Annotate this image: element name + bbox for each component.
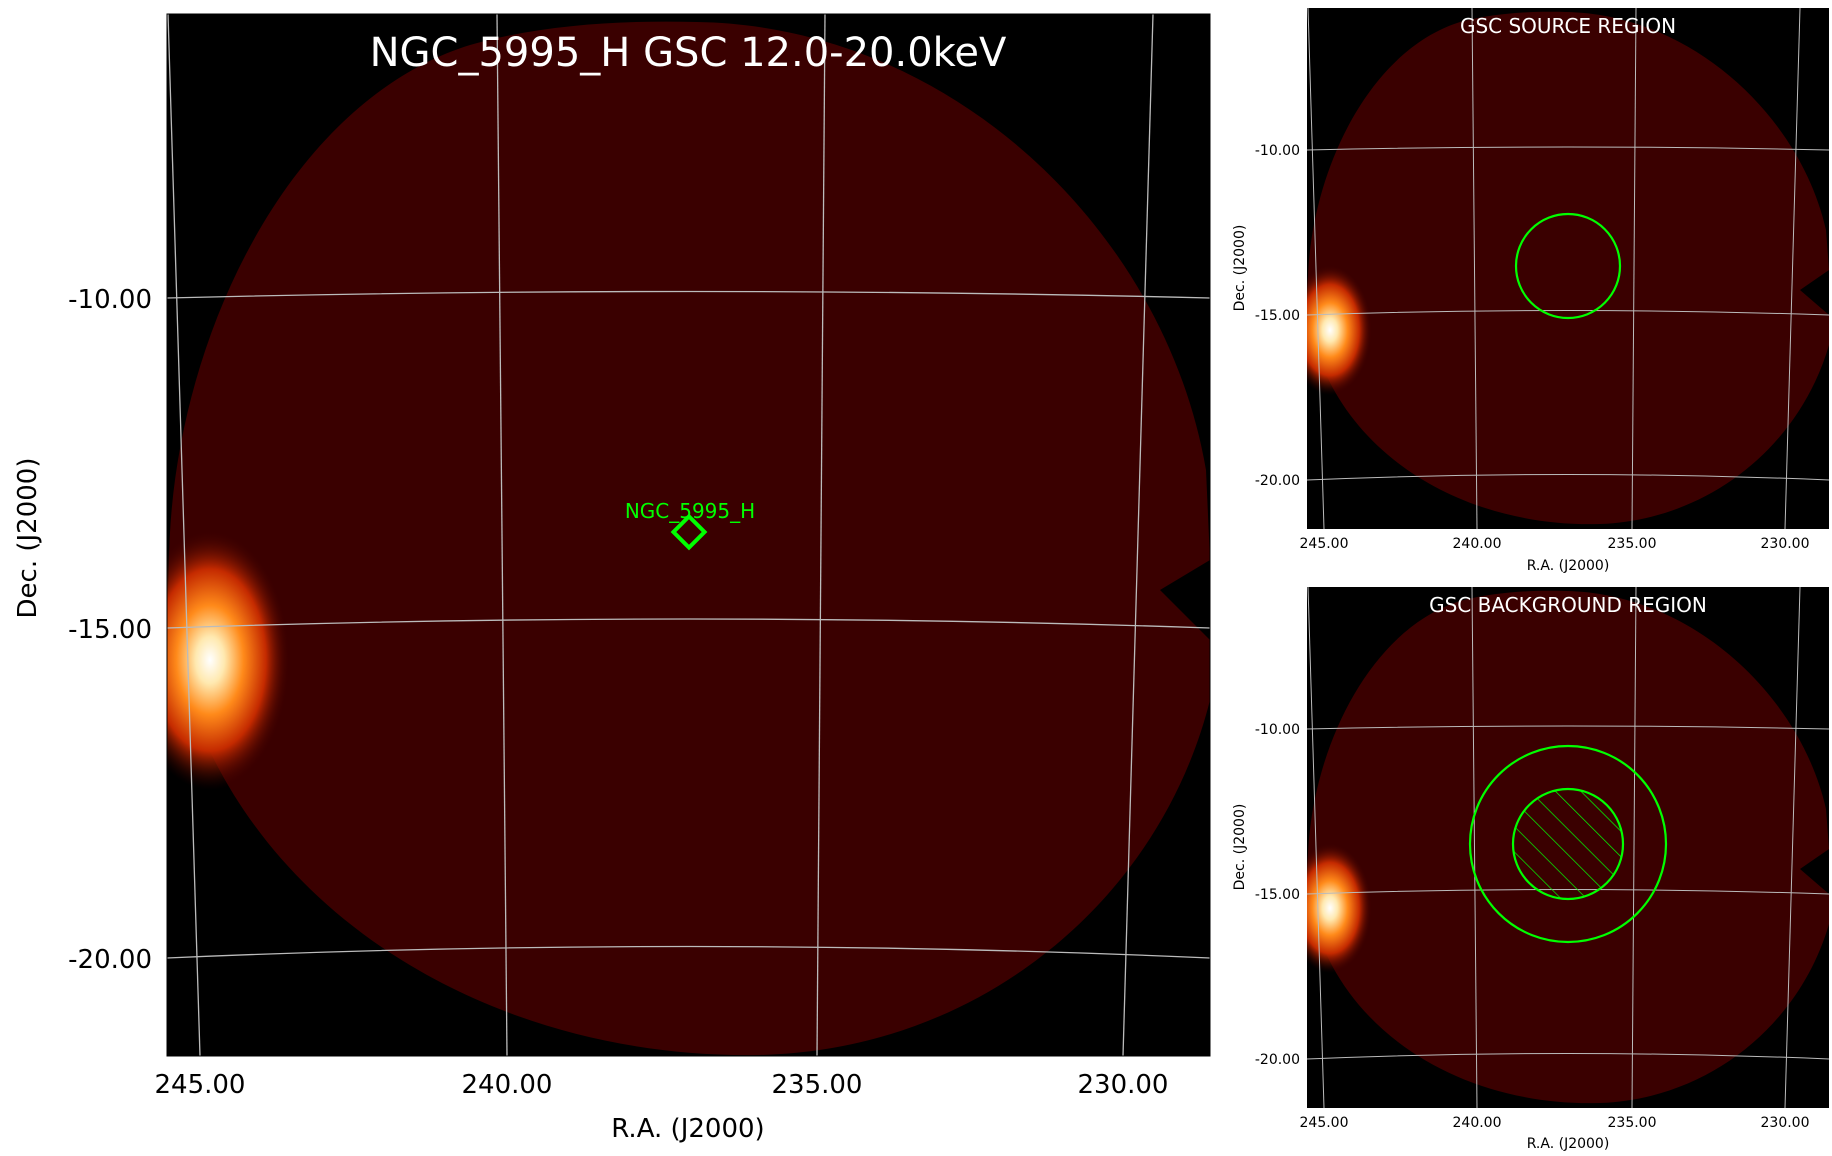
y-axis-label: Dec. (J2000) <box>1232 804 1248 891</box>
ra-tick-3: 235.00 <box>1608 1115 1657 1131</box>
excluded-source-circle-hatched <box>1511 787 1625 901</box>
x-axis-label: R.A. (J2000) <box>611 1114 764 1144</box>
dec-tick-3: -20.00 <box>1255 473 1300 489</box>
y-axis-label: Dec. (J2000) <box>1232 225 1248 312</box>
source-region-circle <box>1514 212 1622 320</box>
background-region-panel: GSC BACKGROUND REGION 245.00 240.00 235.… <box>1232 587 1829 1152</box>
ra-tick-2: 240.00 <box>462 1070 553 1100</box>
source-marker-diamond <box>670 513 708 551</box>
x-axis-label: R.A. (J2000) <box>1527 558 1610 574</box>
ra-tick-2: 240.00 <box>1453 536 1502 552</box>
dec-tick-2: -15.00 <box>1255 887 1300 903</box>
source-panel-title: GSC SOURCE REGION <box>1460 14 1676 38</box>
field-of-view <box>1307 11 1829 525</box>
dec-tick-3: -20.00 <box>68 945 152 975</box>
x-axis-label: R.A. (J2000) <box>1527 1136 1610 1152</box>
dec-tick-1: -10.00 <box>1255 143 1300 159</box>
ra-tick-3: 235.00 <box>772 1070 863 1100</box>
background-panel-title: GSC BACKGROUND REGION <box>1429 593 1707 617</box>
bright-source-blob <box>1307 265 1372 395</box>
bright-source-blob <box>167 530 290 790</box>
ra-tick-1: 245.00 <box>1300 1115 1349 1131</box>
ra-tick-1: 245.00 <box>1300 536 1349 552</box>
background-outer-circle <box>1468 744 1668 944</box>
main-image-panel: NGC_5995_H GSC 12.0-20.0keV NGC_5995_H 2… <box>13 13 1211 1144</box>
source-region-panel: GSC SOURCE REGION 245.00 240.00 235.00 2… <box>1232 8 1829 574</box>
ra-tick-4: 230.00 <box>1078 1070 1169 1100</box>
dec-tick-1: -10.00 <box>1255 722 1300 738</box>
dec-tick-2: -15.00 <box>68 615 152 645</box>
y-axis-label: Dec. (J2000) <box>13 458 43 619</box>
ra-tick-4: 230.00 <box>1761 1115 1810 1131</box>
ra-tick-3: 235.00 <box>1608 536 1657 552</box>
ra-tick-2: 240.00 <box>1453 1115 1502 1131</box>
ra-tick-1: 245.00 <box>155 1070 246 1100</box>
dec-tick-1: -10.00 <box>68 285 152 315</box>
dec-tick-2: -15.00 <box>1255 308 1300 324</box>
field-of-view <box>168 21 1210 1056</box>
coordinate-grid <box>1307 8 1829 529</box>
bright-source-blob <box>1307 843 1372 973</box>
dec-tick-3: -20.00 <box>1255 1052 1300 1068</box>
coordinate-grid <box>167 14 1210 1056</box>
ra-tick-4: 230.00 <box>1761 536 1810 552</box>
main-title: NGC_5995_H GSC 12.0-20.0keV <box>370 30 1007 76</box>
main-frame <box>166 13 1211 1057</box>
